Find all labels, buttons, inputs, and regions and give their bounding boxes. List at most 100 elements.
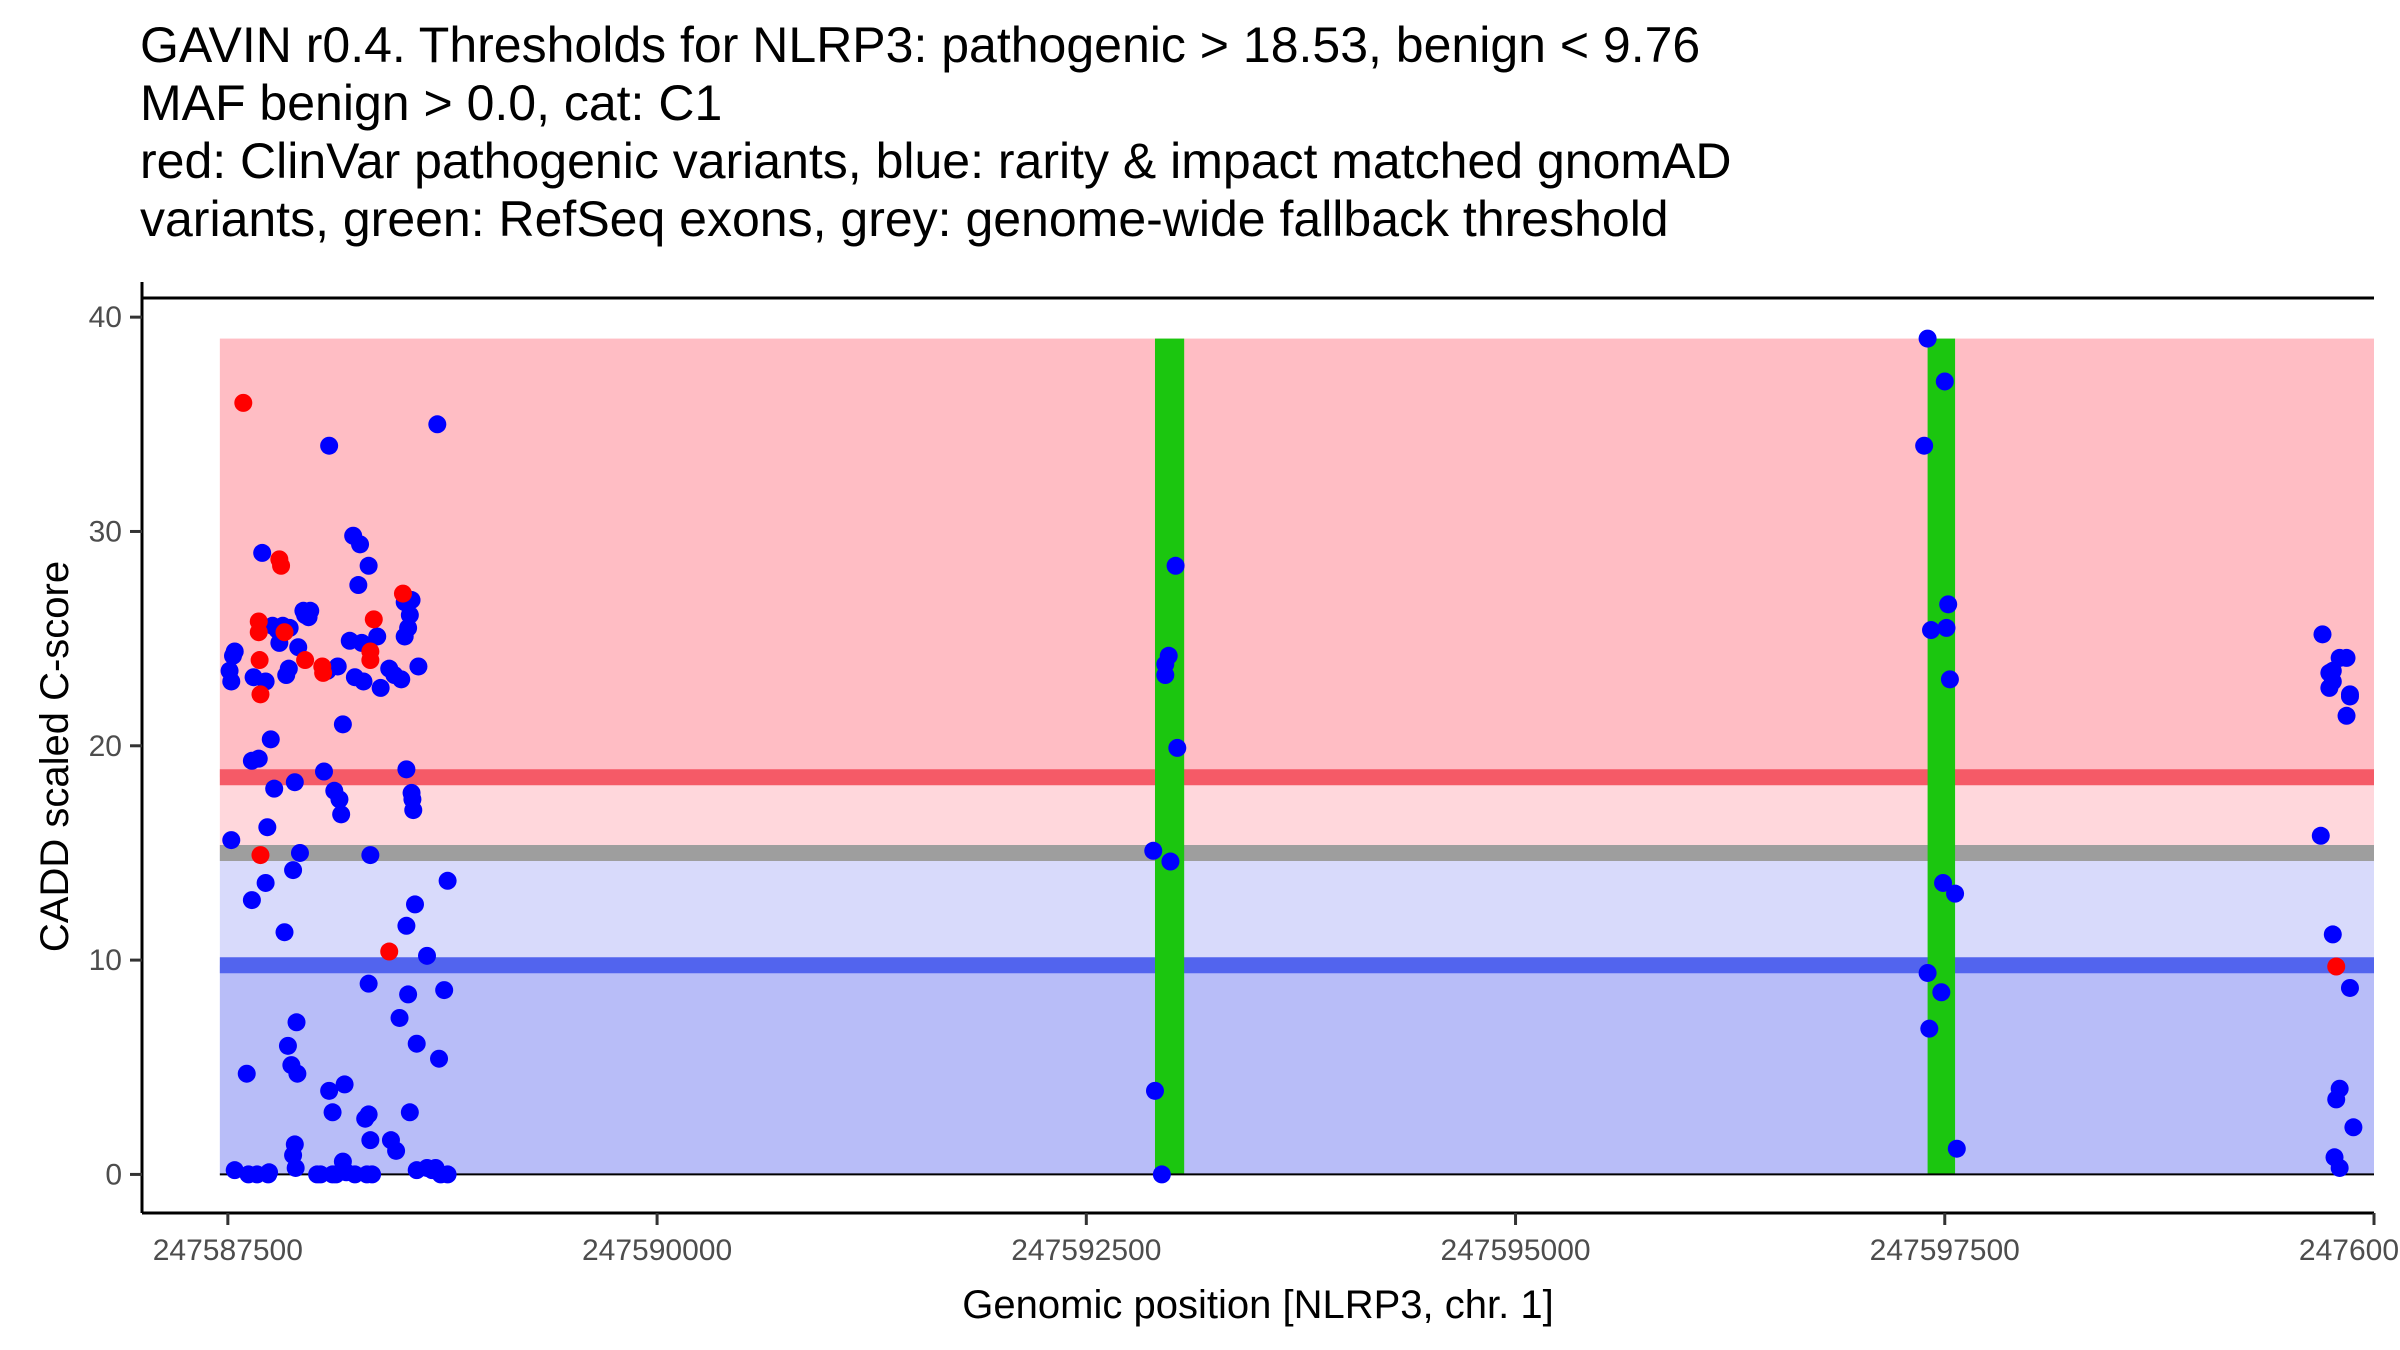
population-variant-point — [2337, 706, 2356, 725]
pathogenic-variant-point — [251, 685, 270, 704]
population-variant-point — [1915, 436, 1934, 455]
population-variant-point — [237, 1064, 256, 1083]
pathogenic-variant-point — [234, 393, 253, 412]
population-variant-point — [284, 861, 303, 880]
pathogenic-variant-point — [361, 651, 380, 670]
population-variant-point — [363, 1165, 382, 1184]
population-variant-point — [405, 895, 424, 914]
population-variant-point — [354, 672, 373, 691]
population-variant-point — [320, 436, 339, 455]
population-variant-point — [368, 627, 387, 646]
population-variant-point — [256, 873, 275, 892]
pathogenic-variant-point — [364, 610, 383, 629]
y-tick-label: 20 — [89, 730, 122, 763]
pathogenic-variant-point — [250, 651, 269, 670]
pathogenic-variant-point — [314, 663, 333, 682]
benign-zone — [219, 965, 2374, 1175]
population-variant-point — [222, 831, 241, 850]
population-variant-point — [285, 773, 304, 792]
population-variant-point — [330, 790, 349, 809]
fallback-pathogenic-zone — [219, 777, 2374, 853]
pathogenic-variant-point — [296, 651, 315, 670]
population-variant-point — [332, 805, 351, 824]
pathogenic-variant-point — [380, 942, 399, 961]
population-variant-point — [242, 891, 261, 910]
population-variant-point — [390, 1008, 409, 1027]
x-axis-ticks: 247587500 247590000 247592500 247595000 2475… — [153, 1213, 2400, 1267]
population-variant-point — [409, 657, 428, 676]
y-tick-label: 30 — [89, 515, 122, 548]
chart-title-line-4: variants, green: RefSeq exons, grey: gen… — [140, 191, 1669, 247]
pathogenic-variant-point — [251, 846, 270, 865]
population-variant-point — [1935, 372, 1954, 391]
population-variant-point — [349, 576, 368, 595]
population-variant-point — [287, 1013, 306, 1032]
population-variant-point — [1934, 873, 1953, 892]
population-variant-point — [335, 1075, 354, 1094]
population-variant-point — [418, 946, 437, 965]
population-variant-point — [1918, 963, 1937, 982]
population-variant-point — [361, 1131, 380, 1150]
chart-title-line-3: red: ClinVar pathogenic variants, blue: … — [140, 133, 1732, 189]
population-variant-point — [1939, 595, 1958, 614]
population-variant-point — [430, 1049, 449, 1068]
threshold-lines-layer — [219, 769, 2374, 974]
population-variant-point — [288, 1064, 307, 1083]
population-variant-point — [1168, 738, 1187, 757]
pathogenic-variant-point — [2327, 957, 2346, 976]
population-variant-point — [361, 846, 380, 865]
population-variant-point — [1932, 983, 1951, 1002]
population-variant-point — [387, 1141, 406, 1160]
population-variant-point — [1918, 329, 1937, 348]
population-variant-point — [2340, 685, 2359, 704]
population-variant-point — [253, 543, 272, 562]
population-variant-point — [323, 1103, 342, 1122]
population-variant-point — [2344, 1118, 2363, 1137]
population-variant-point — [351, 535, 370, 554]
y-tick-label: 0 — [105, 1158, 122, 1191]
population-variant-point — [1159, 646, 1178, 665]
pathogenic-variant-point — [249, 623, 268, 642]
points-layer — [220, 329, 2363, 1184]
population-variant-point — [1937, 618, 1956, 637]
population-variant-point — [275, 923, 294, 942]
population-variant-point — [285, 1135, 304, 1154]
y-tick-label: 10 — [89, 944, 122, 977]
y-axis-title: CADD scaled C-score — [33, 561, 77, 952]
pathogenic-zone — [219, 338, 2374, 778]
pathogenic-variant-point — [272, 556, 291, 575]
population-variant-point — [2337, 648, 2356, 667]
exon-bar — [1927, 338, 1956, 1175]
pathogenic-variant-point — [393, 584, 412, 603]
population-variant-point — [2330, 1158, 2349, 1177]
population-variant-point — [407, 1034, 426, 1053]
population-variant-point — [261, 730, 280, 749]
y-tick-label: 40 — [89, 301, 122, 334]
population-variant-point — [278, 1036, 297, 1055]
regions-layer — [219, 338, 2374, 1175]
population-variant-point — [359, 1105, 378, 1124]
population-variant-point — [428, 415, 447, 434]
x-tick-label: 247592500 — [1011, 1234, 1161, 1267]
population-variant-point — [249, 749, 268, 768]
population-variant-point — [333, 715, 352, 734]
chart-title-line-2: MAF benign > 0.0, cat: C1 — [140, 75, 723, 131]
population-variant-point — [260, 1163, 279, 1182]
population-variant-point — [320, 1081, 339, 1100]
x-tick-label: 247595000 — [1440, 1234, 1590, 1267]
population-variant-point — [2340, 978, 2359, 997]
population-variant-point — [258, 818, 277, 837]
fallback-benign-zone — [219, 852, 2374, 966]
population-variant-point — [2330, 1079, 2349, 1098]
population-variant-point — [222, 672, 241, 691]
population-variant-point — [397, 916, 416, 935]
population-variant-point — [2311, 826, 2330, 845]
population-variant-point — [2323, 672, 2342, 691]
population-variant-point — [2313, 625, 2332, 644]
population-variant-point — [371, 678, 390, 697]
population-variant-point — [435, 981, 454, 1000]
population-variant-point — [265, 779, 284, 798]
chart-title-line-1: GAVIN r0.4. Thresholds for NLRP3: pathog… — [140, 17, 1701, 73]
x-axis-title: Genomic position [NLRP3, chr. 1] — [962, 1283, 1553, 1327]
